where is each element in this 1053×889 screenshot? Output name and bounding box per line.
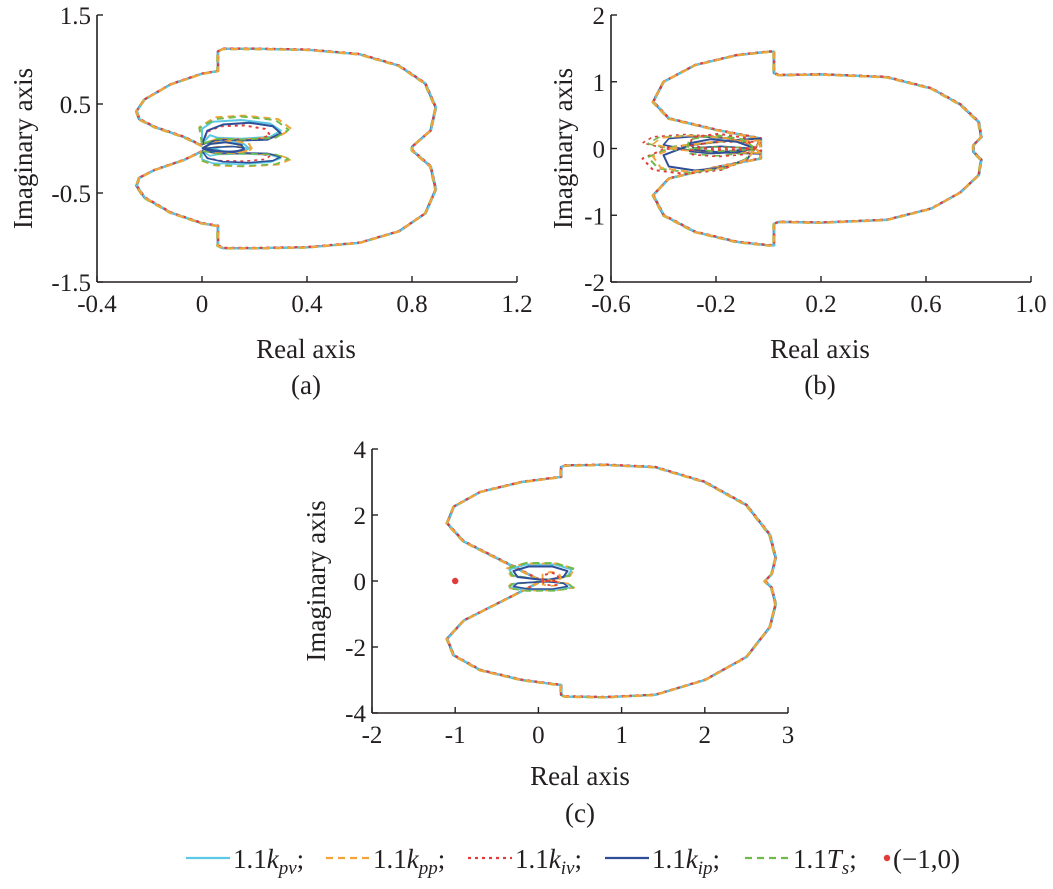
series-kip-inner-loop [512,565,569,581]
panel-label: (b) [804,370,835,400]
series-kpp-inner-loop [198,114,293,145]
x-tick-label: 0.4 [291,291,323,318]
x-tick-label: 1.0 [1015,291,1046,318]
series-kpp-inner-loop-lower [506,580,575,592]
x-tick-label: 0.6 [910,291,941,318]
chart-panel-b: -0.6 -0.2 0.2 0.6 1.0 -2 -1 0 1 2 Real axis Imagina… [548,3,1047,400]
x-tick-label: 0 [196,291,209,318]
y-tick-label: 0.5 [60,92,91,119]
x-axis-label: Real axis [530,761,630,791]
series-kiv-outer-curve [135,47,437,249]
panel-label: (c) [565,798,595,828]
series-kpp-outer-curve [651,50,983,247]
y-axis-label: Imaginary axis [8,68,38,229]
panel-label: (a) [291,370,321,400]
y-tick-label: 1 [593,70,606,97]
x-tick-label: 2 [699,722,712,749]
y-tick-label: -4 [345,701,366,728]
legend-item-kip: 1.1kip; [605,844,720,879]
y-tick-label: -2 [584,270,605,297]
series-Ts-outer-curve [445,464,777,699]
y-tick-label: 1.5 [60,3,91,30]
y-tick-label: 4 [354,437,367,464]
critical-point-marker [452,577,459,585]
series-kpp-inner-loop [652,139,762,173]
x-tick-label: -0.2 [696,291,736,318]
legend-item-kpp: 1.1kpp; [326,844,445,879]
y-tick-label: -0.5 [51,181,91,208]
legend-label-kip: 1.1kip; [652,844,720,879]
y-tick-label: 2 [593,3,606,30]
legend-item-kpv: 1.1kpv; [186,844,304,879]
x-tick-label: 3 [782,722,795,749]
x-axis-label: Real axis [256,334,356,364]
series-kpp-outer-curve [445,463,777,699]
series-kpv-inner-loop [201,119,282,145]
series-kiv-inner-loop [201,124,272,145]
x-tick-label: 0 [532,722,545,749]
series-kip-outer-curve [445,463,777,699]
series-Ts-inner-loop-lower [686,146,756,157]
legend-label-point: (−1,0) [893,844,960,874]
legend-item-Ts: 1.1Ts; [745,844,857,879]
y-tick-label: 0 [354,569,367,596]
legend-label-kiv: 1.1kiv; [515,844,582,879]
series-kiv-inner-loop [688,132,757,151]
series-Ts-outer-curve [651,50,982,247]
series-kip-inner-loop-lower [201,145,245,153]
x-tick-label: -2 [362,722,383,749]
x-tick-label: 0.8 [396,291,427,318]
series-kpv-inner-loop-lower [201,150,282,165]
y-tick-label: 0 [593,137,606,164]
series-kiv-outer-curve [446,463,777,698]
x-tick-label: -0.4 [77,291,117,318]
series-Ts-outer-curve [134,48,437,250]
x-tick-label: 0.2 [805,291,836,318]
legend: 1.1kpv; 1.1kpp; 1.1kiv; 1.1kip; 1.1Ts; (−1,0) [186,844,960,879]
series-kiv-inner-loop-lower [689,147,756,158]
y-tick-label: -2 [345,635,366,662]
series-Ts-inner-loop [198,115,290,145]
series-kpv-outer-curve [135,47,438,250]
series-kpp-inner-loop-lower [541,580,562,587]
series-kip-outer-curve [135,47,437,250]
y-tick-label: 2 [354,503,367,530]
x-tick-label: -0.6 [591,291,631,318]
legend-item-point: (−1,0) [883,844,960,874]
y-tick-label: -1 [584,203,605,230]
legend-marker-point [883,854,891,862]
y-tick-label: -1.5 [51,270,91,297]
x-tick-label: 1.2 [501,291,532,318]
y-axis-label: Imaginary axis [548,68,578,229]
series-kiv-inner-loop [541,571,560,582]
series-kip-inner-loop-lower [512,580,569,590]
legend-item-kiv: 1.1kiv; [468,844,582,879]
series-kpv-outer-curve [446,463,778,699]
legend-label-kpv: 1.1kpv; [233,844,304,879]
legend-label-Ts: 1.1Ts; [793,844,857,879]
chart-panel-a: -0.4 0 0.4 0.8 1.2 -1.5 -0.5 0.5 1.5 Real axis Ima… [8,3,533,400]
series-Ts-inner-loop-lower [198,150,290,167]
x-axis-label: Real axis [770,334,870,364]
legend-label-kpp: 1.1kpp; [373,844,445,879]
y-axis-label: Imaginary axis [301,500,331,661]
x-tick-label: 1 [615,722,628,749]
series-kpp-outer-curve [135,47,437,250]
x-tick-label: -1 [445,722,466,749]
